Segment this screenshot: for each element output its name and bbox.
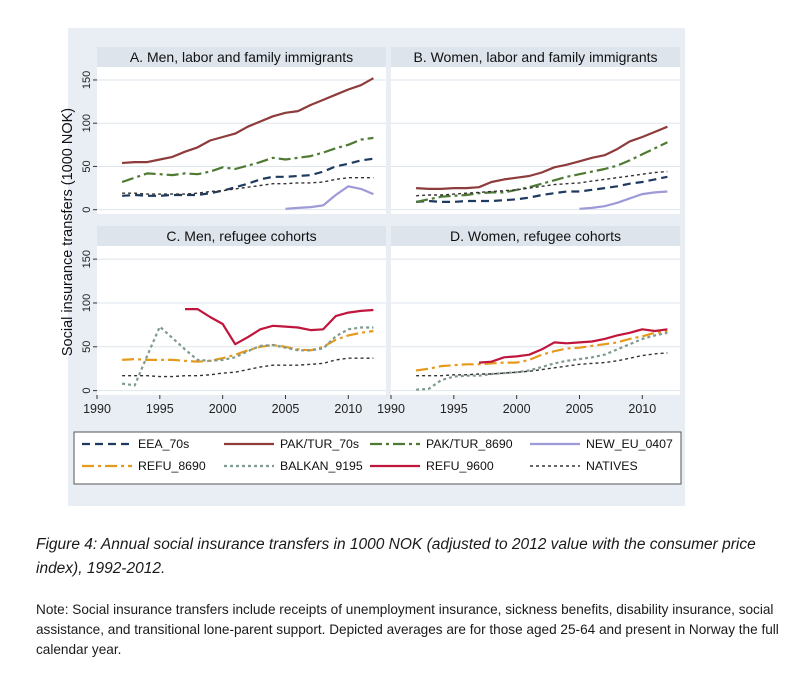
series-line-eea-70s xyxy=(122,157,374,197)
series-line-refu-8690 xyxy=(415,329,668,372)
series-line-pak-tur-8690 xyxy=(121,136,374,184)
figure-caption: Figure 4: Annual social insurance transf… xyxy=(36,536,756,577)
chart-panels: A. Men, labor and family immigrants 0 50 10… xyxy=(81,47,680,416)
x-tick-label: 1995 xyxy=(440,402,468,416)
series-line-refu-8690 xyxy=(122,329,374,363)
series-line-balkan-9195 xyxy=(416,331,668,391)
plot-area xyxy=(97,67,386,214)
x-tick-label: 2000 xyxy=(209,402,237,416)
series-line-natives xyxy=(416,352,668,377)
y-tick-label: 0 xyxy=(81,388,93,394)
legend-item: PAK/TUR_8690 xyxy=(370,437,513,451)
panel-title: C. Men, refugee cohorts xyxy=(166,228,316,244)
series-line-natives xyxy=(122,176,374,195)
series-line-pak-tur-70s xyxy=(122,77,374,165)
legend-item: BALKAN_9195 xyxy=(224,459,363,473)
legend-label: REFU_8690 xyxy=(138,459,206,473)
panel-title: A. Men, labor and family immigrants xyxy=(130,49,353,65)
legend-item: EEA_70s xyxy=(82,437,189,451)
legend-label: BALKAN_9195 xyxy=(280,459,363,473)
x-tick-label: 2005 xyxy=(272,402,300,416)
x-tick-label: 2005 xyxy=(566,402,594,416)
y-tick-label: 150 xyxy=(81,250,93,268)
panel-title: B. Women, labor and family immigrants xyxy=(413,49,657,65)
legend-item: NEW_EU_0407 xyxy=(530,437,673,451)
chart-legend: EEA_70s PAK/TUR_70s PAK/TUR_8690 NEW_EU_040… xyxy=(73,431,682,485)
panel-c: C. Men, refugee cohorts 0 50 100 150 1990 1995… xyxy=(81,226,386,416)
legend-label: NATIVES xyxy=(586,459,638,473)
x-tick-label: 1990 xyxy=(83,402,111,416)
y-tick-label: 100 xyxy=(81,294,93,312)
legend-label: NEW_EU_0407 xyxy=(586,437,673,451)
legend-item: REFU_8690 xyxy=(82,459,206,473)
panel-title-bar xyxy=(391,226,680,246)
panel-b: B. Women, labor and family immigrants xyxy=(391,47,680,214)
series-line-pak-tur-8690 xyxy=(415,141,668,203)
series-line-new-eu-0407 xyxy=(579,190,668,210)
y-tick-label: 50 xyxy=(81,160,93,172)
x-tick-label: 2000 xyxy=(503,402,531,416)
legend-item: NATIVES xyxy=(530,459,638,473)
series-line-natives xyxy=(122,357,374,378)
legend-item: PAK/TUR_70s xyxy=(224,437,359,451)
series-line-natives xyxy=(416,170,668,197)
legend-label: PAK/TUR_70s xyxy=(280,437,359,451)
series-line-eea-70s xyxy=(416,175,668,203)
y-axis-label: Social insurance transfers (1000 NOK) xyxy=(60,108,76,356)
line-chart-figure: A. Men, labor and family immigrants 0 50 10… xyxy=(60,28,685,506)
x-tick-label: 2010 xyxy=(628,402,656,416)
legend-label: EEA_70s xyxy=(138,437,189,451)
y-tick-label: 0 xyxy=(81,207,93,213)
plot-area xyxy=(391,67,680,214)
legend-label: REFU_9600 xyxy=(426,459,494,473)
x-tick-label: 1990 xyxy=(377,402,405,416)
figure-note: Note: Social insurance transfers include… xyxy=(36,602,779,657)
panel-title: D. Women, refugee cohorts xyxy=(450,228,621,244)
panel-d: D. Women, refugee cohorts 1990 1995 2000 200… xyxy=(377,226,680,416)
legend-box xyxy=(73,431,682,485)
x-tick-label: 2010 xyxy=(334,402,362,416)
plot-area xyxy=(391,246,680,395)
series-line-refu-9600 xyxy=(185,308,374,346)
y-tick-label: 150 xyxy=(81,71,93,89)
series-line-pak-tur-70s xyxy=(416,125,668,190)
x-tick-label: 1995 xyxy=(146,402,174,416)
y-tick-label: 100 xyxy=(81,114,93,132)
y-tick-label: 50 xyxy=(81,341,93,353)
legend-label: PAK/TUR_8690 xyxy=(426,437,513,451)
legend-item: REFU_9600 xyxy=(370,459,494,473)
panel-title-bar xyxy=(97,47,386,67)
plot-area xyxy=(97,246,386,395)
series-line-refu-9600 xyxy=(478,328,668,364)
panel-a: A. Men, labor and family immigrants 0 50 10… xyxy=(81,47,386,214)
panel-title-bar xyxy=(391,47,680,67)
series-line-new-eu-0407 xyxy=(285,185,374,210)
panel-title-bar xyxy=(97,226,386,246)
